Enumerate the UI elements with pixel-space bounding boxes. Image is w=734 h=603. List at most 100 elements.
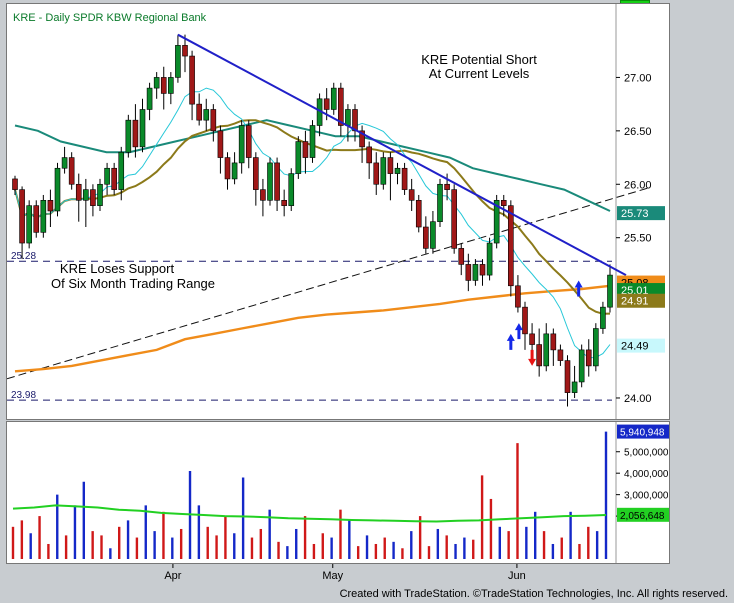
y-tick-label: 26.00 (624, 179, 652, 191)
y-tick-label: 24.00 (624, 393, 652, 405)
candle (578, 344, 585, 388)
candle (543, 323, 550, 372)
candle (493, 194, 500, 249)
candle-body (139, 109, 146, 148)
candle (33, 200, 40, 238)
candle (387, 152, 394, 201)
candle (564, 355, 571, 407)
price-badge-label: 24.49 (621, 341, 649, 353)
sell-arrow-icon (528, 349, 537, 366)
candle (210, 104, 217, 142)
candle-body (12, 178, 18, 190)
price-badge-label: 24.91 (621, 296, 649, 308)
candle (437, 178, 443, 228)
candle-body (111, 167, 117, 190)
candle (373, 152, 380, 195)
candle-body (47, 200, 54, 212)
candle-body (33, 205, 40, 233)
candle-body (451, 189, 457, 249)
volume-average-line (12, 504, 607, 523)
candle-body (345, 109, 351, 126)
candle-body (231, 162, 238, 180)
candle-body (486, 242, 493, 276)
level-lower-label: 23.98 (11, 390, 36, 401)
candle (472, 259, 479, 286)
date-axis: Apr May Jun (164, 564, 526, 582)
candle-body (500, 200, 507, 206)
candle (189, 50, 195, 121)
candle-body (394, 167, 401, 174)
short-annotation-line2: At Current Levels (429, 66, 530, 81)
candle-body (600, 306, 606, 329)
price-badge-bg (617, 206, 665, 221)
candle-body (522, 306, 528, 335)
candle (316, 93, 323, 137)
candle-body (196, 103, 202, 121)
x-tick-label: Apr (164, 570, 181, 582)
candle-body (160, 77, 167, 94)
candle-body (68, 157, 75, 185)
candle (394, 162, 401, 185)
candle (83, 178, 89, 228)
candle-body (40, 200, 47, 233)
buy-arrow-icon (514, 323, 523, 340)
candle-body (224, 157, 231, 180)
candle (40, 194, 47, 238)
candle-body (359, 130, 365, 148)
candle (352, 104, 358, 142)
candle-body (309, 125, 316, 158)
candle-body (550, 333, 557, 351)
candle-body (458, 248, 465, 265)
candle-body (267, 162, 273, 201)
volume-tick-label: 3,000,000 (624, 491, 669, 502)
price-badge-bg (617, 283, 665, 298)
volume-chart: 5,000,0004,000,0003,000,0002,000,0005,94… (11, 422, 669, 563)
candle-body (253, 157, 259, 190)
candle-body (125, 119, 132, 153)
candle (408, 178, 415, 211)
candle-body (571, 381, 578, 393)
candle (465, 253, 472, 292)
candle (224, 152, 231, 190)
candle-body (564, 360, 571, 393)
candle-body (281, 200, 287, 206)
candle (515, 275, 521, 313)
rising-trendline (6, 187, 651, 380)
candle (522, 301, 528, 350)
candle (607, 264, 613, 313)
candle (104, 162, 110, 195)
buy-arrow-icon (574, 280, 583, 297)
candle (90, 184, 96, 217)
candle (260, 178, 266, 217)
candle (557, 344, 564, 366)
candle (593, 323, 599, 372)
candle-body (302, 141, 309, 158)
candle (359, 125, 365, 163)
support-annotation-line2: Of Six Month Trading Range (51, 276, 215, 291)
candle-body (168, 77, 174, 94)
candle (508, 200, 514, 297)
candle-body (387, 157, 394, 174)
candle-body (274, 162, 280, 201)
candle-body (536, 344, 542, 367)
candle (288, 168, 295, 211)
candle (330, 82, 337, 115)
candle-body (203, 109, 210, 121)
candle (451, 184, 457, 254)
candle-body (75, 183, 82, 201)
candle-body (210, 109, 217, 132)
candle-body (423, 226, 429, 249)
candle (338, 82, 344, 137)
candle (182, 34, 188, 73)
candle (267, 157, 273, 206)
candle (125, 114, 132, 158)
candle-body (515, 285, 521, 308)
candle-body (61, 157, 68, 169)
volume-badge-label: 2,056,648 (620, 511, 665, 522)
candle-body (323, 98, 330, 110)
candle-body (217, 130, 224, 158)
y-tick-label: 27.00 (624, 72, 652, 84)
candle (153, 72, 160, 99)
candle-body (338, 87, 344, 126)
candle (61, 146, 68, 174)
